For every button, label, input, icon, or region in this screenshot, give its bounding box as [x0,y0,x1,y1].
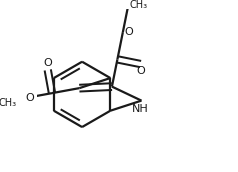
Text: CH₃: CH₃ [129,0,148,10]
Text: O: O [124,27,133,37]
Text: O: O [136,66,145,76]
Text: O: O [26,93,35,103]
Text: O: O [43,58,52,68]
Text: CH₃: CH₃ [0,98,17,108]
Text: NH: NH [132,104,149,114]
